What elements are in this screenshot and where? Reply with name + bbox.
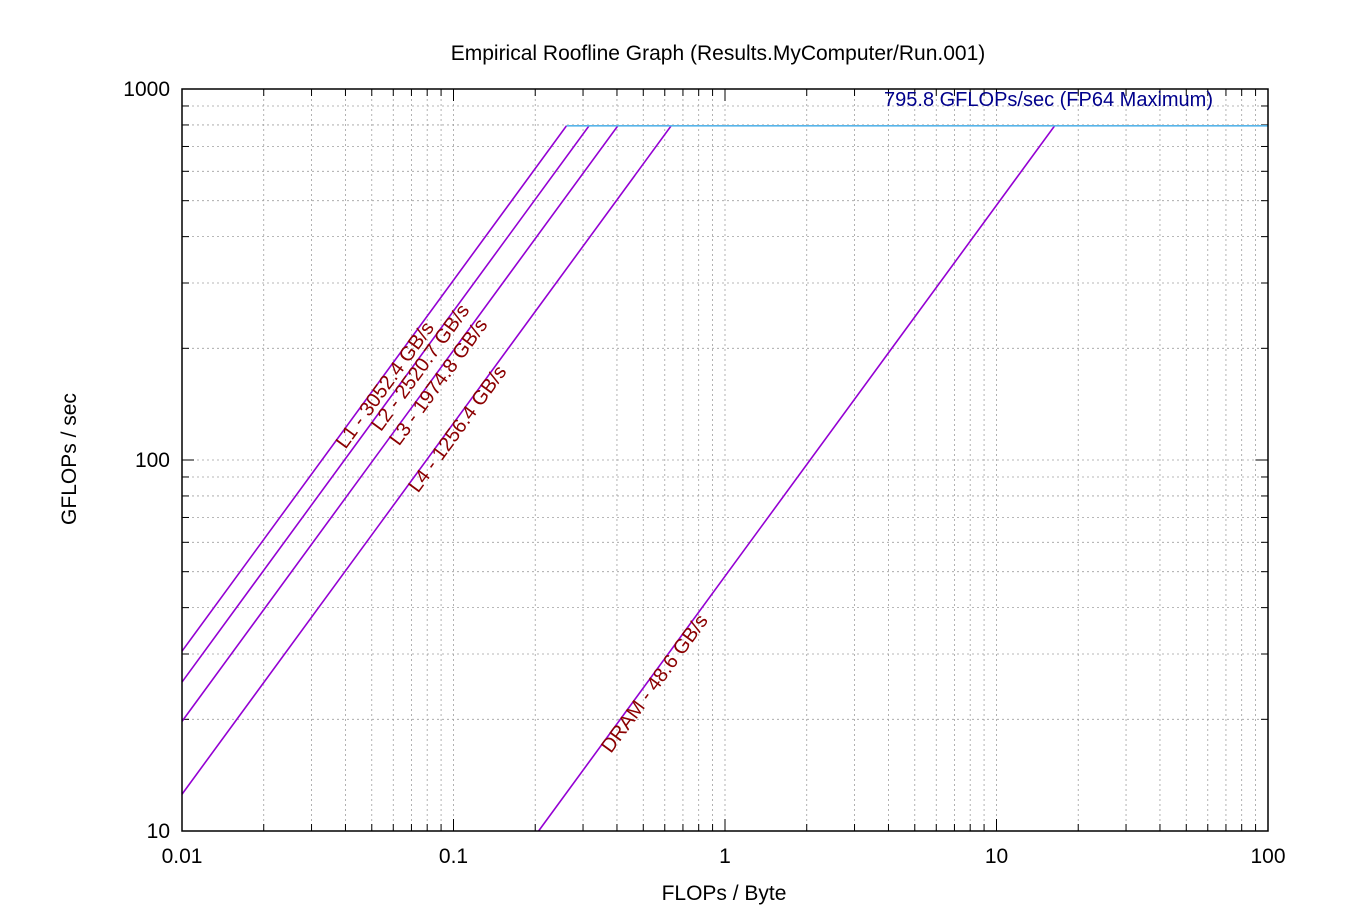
y-tick-label: 10 <box>147 820 170 843</box>
bandwidth-line-dram <box>537 125 1056 832</box>
x-tick-label: 10 <box>985 845 1008 868</box>
y-axis-label: GFLOPs / sec <box>58 393 81 525</box>
bandwidth-line-l4 <box>181 125 672 795</box>
roofline-labels: 795.8 GFLOPs/sec (FP64 Maximum)L1 - 3052… <box>332 89 1213 757</box>
grid-lines <box>182 89 1268 831</box>
axis-ticks: 0.01 0.1 1 10 100 10 100 1000 <box>123 78 1285 868</box>
plot-frame <box>181 88 1269 832</box>
x-tick-label: 1 <box>719 845 731 868</box>
x-tick-label: 100 <box>1250 845 1285 868</box>
bandwidth-label-dram: DRAM - 48.6 GB/s <box>597 610 713 757</box>
x-tick-label: 0.01 <box>162 845 203 868</box>
y-tick-label: 100 <box>135 449 170 472</box>
bandwidth-line-l2 <box>181 125 590 683</box>
peak-label: 795.8 GFLOPs/sec (FP64 Maximum) <box>884 89 1213 111</box>
chart-title: Empirical Roofline Graph (Results.MyComp… <box>451 42 986 65</box>
bandwidth-line-l1 <box>181 125 568 652</box>
y-tick-label: 1000 <box>123 78 170 101</box>
roofline-series <box>181 125 1268 832</box>
x-axis-label: FLOPs / Byte <box>662 882 787 905</box>
bandwidth-line-l3 <box>181 125 619 722</box>
x-tick-label: 0.1 <box>439 845 468 868</box>
